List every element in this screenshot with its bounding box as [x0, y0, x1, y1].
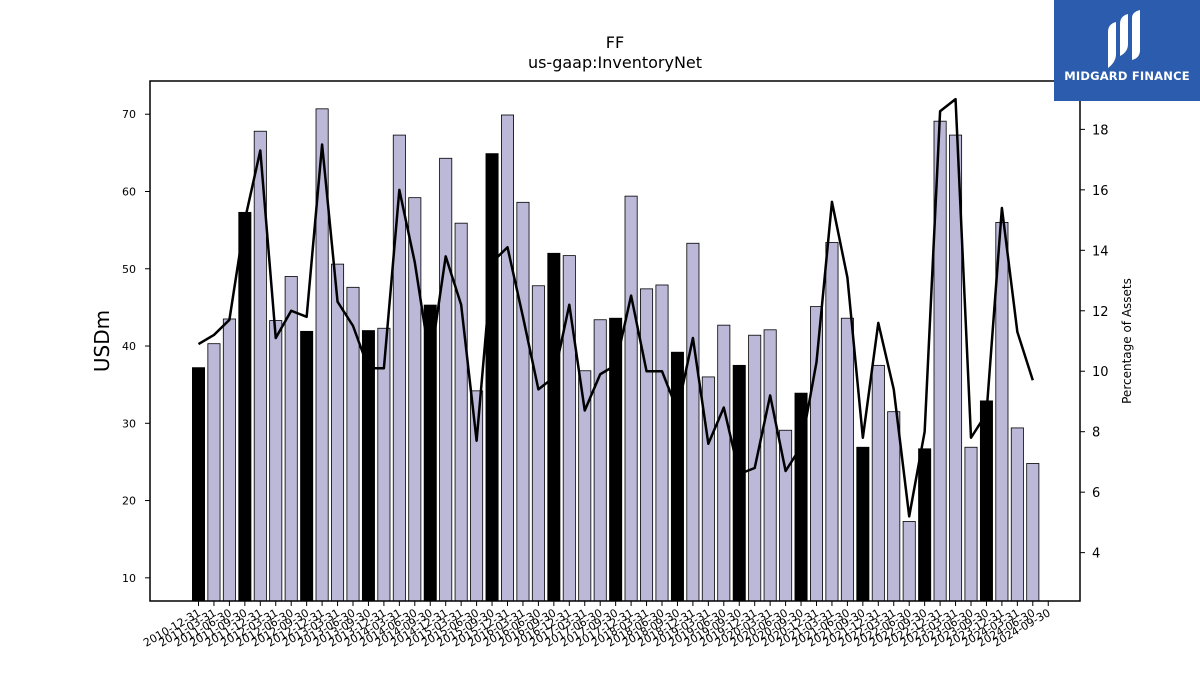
- brand-logo: MIDGARD FINANCE: [1054, 0, 1200, 101]
- x-axis: 2010-12-312011-03-312011-06-302011-09-30…: [141, 601, 1053, 650]
- bar: [470, 390, 484, 602]
- y-axis-right: 4 6 8 10 12 14 16 18: [1080, 123, 1109, 562]
- bar: [640, 288, 654, 602]
- y2-tick-label: 18: [1092, 123, 1109, 138]
- bar: [887, 411, 901, 602]
- bar: [655, 284, 669, 602]
- percentage-line: [197, 97, 1034, 518]
- bar: [269, 320, 283, 602]
- bar: [547, 252, 561, 602]
- y-tick-label: 60: [122, 185, 136, 198]
- bar: [918, 448, 932, 602]
- bar: [500, 114, 514, 602]
- bar: [732, 364, 746, 602]
- midgard-logo-icon: [1108, 10, 1140, 68]
- bar: [840, 317, 854, 602]
- bar: [485, 153, 499, 602]
- y2-tick-label: 8: [1092, 426, 1100, 441]
- y-tick-label: 30: [122, 417, 136, 430]
- bar: [964, 446, 978, 602]
- bar: [979, 400, 993, 602]
- bar: [361, 330, 375, 602]
- bar: [856, 446, 870, 602]
- y-tick-label: 10: [122, 572, 136, 585]
- y2-tick-label: 6: [1092, 486, 1100, 501]
- bar: [531, 285, 545, 602]
- y-tick-label: 40: [122, 340, 136, 353]
- bar: [454, 222, 468, 602]
- bar: [825, 242, 839, 602]
- bar: [717, 324, 731, 602]
- chart-subtitle: us-gaap:InventoryNet: [528, 53, 702, 72]
- bar: [191, 367, 205, 602]
- bar: [331, 263, 345, 602]
- bar: [871, 364, 885, 602]
- y-tick-label: 50: [122, 263, 136, 276]
- bar: [516, 201, 530, 602]
- y-axis-label: USDm: [90, 310, 114, 372]
- bar: [238, 211, 252, 602]
- brand-name: MIDGARD FINANCE: [1064, 69, 1190, 83]
- bar: [284, 276, 298, 602]
- y2-tick-label: 4: [1092, 547, 1100, 562]
- chart-title: FF: [606, 33, 624, 52]
- percentage-line-series: [197, 97, 1034, 518]
- bar: [222, 318, 236, 602]
- bar: [1026, 463, 1040, 602]
- bar: [423, 304, 437, 602]
- y2-tick-label: 14: [1092, 244, 1109, 259]
- y2-axis-label: Percentage of Assets: [1120, 278, 1134, 404]
- bar: [300, 330, 314, 602]
- bar: [593, 319, 607, 602]
- y2-tick-label: 12: [1092, 305, 1109, 320]
- y-tick-label: 20: [122, 495, 136, 508]
- y2-tick-label: 10: [1092, 365, 1109, 380]
- bar: [686, 242, 700, 602]
- y-tick-label: 70: [122, 108, 136, 121]
- bar: [902, 521, 916, 602]
- bar: [439, 157, 453, 602]
- plot-frame: [149, 80, 1081, 602]
- y-axis-left: 10 20 30 40 50 60 70: [122, 108, 150, 585]
- bar: [1010, 427, 1024, 602]
- y2-tick-label: 16: [1092, 184, 1109, 199]
- bar: [207, 343, 221, 602]
- bar: [624, 195, 638, 602]
- bar: [763, 329, 777, 602]
